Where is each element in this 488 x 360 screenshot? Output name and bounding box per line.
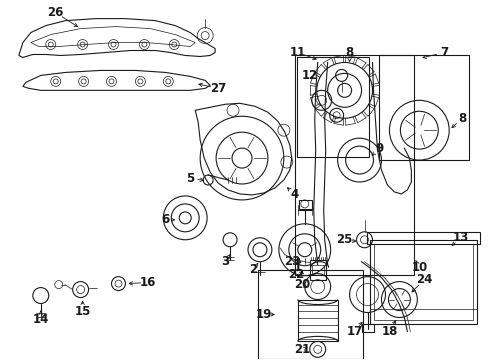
Text: 8: 8: [457, 112, 466, 125]
Text: 16: 16: [140, 276, 156, 289]
Text: 22: 22: [287, 268, 304, 281]
Text: 6: 6: [161, 213, 169, 226]
Text: 12: 12: [301, 69, 317, 82]
Bar: [366, 232, 479, 244]
Text: 11: 11: [289, 46, 305, 59]
Text: 15: 15: [74, 305, 91, 318]
Bar: [373, 244, 472, 320]
Bar: [309, 260, 325, 280]
Bar: [296, 58, 368, 157]
Text: 18: 18: [381, 325, 397, 338]
Bar: [361, 324, 373, 332]
Text: 20: 20: [293, 278, 309, 291]
Text: 17: 17: [346, 325, 362, 338]
Bar: [379, 55, 468, 160]
Text: 5: 5: [186, 171, 194, 185]
Text: 26: 26: [47, 6, 64, 19]
Text: 27: 27: [209, 82, 226, 95]
Text: 23: 23: [283, 255, 299, 268]
Text: 7: 7: [439, 46, 447, 59]
Bar: [298, 200, 311, 209]
Bar: [311, 265, 323, 275]
Text: 19: 19: [255, 308, 271, 321]
Bar: [369, 240, 476, 324]
Text: 21: 21: [293, 343, 309, 356]
Text: 13: 13: [452, 231, 468, 244]
Text: 14: 14: [33, 313, 49, 326]
Text: 1: 1: [293, 261, 301, 274]
Text: 10: 10: [410, 261, 427, 274]
Bar: [294, 55, 413, 275]
Text: 3: 3: [221, 255, 229, 268]
Text: 2: 2: [248, 263, 257, 276]
Bar: [297, 300, 337, 341]
Bar: [258, 270, 362, 359]
Text: 9: 9: [375, 141, 383, 155]
Text: 24: 24: [415, 273, 431, 286]
Text: 8: 8: [345, 46, 353, 59]
Text: 25: 25: [336, 233, 352, 246]
Text: 4: 4: [290, 188, 298, 202]
